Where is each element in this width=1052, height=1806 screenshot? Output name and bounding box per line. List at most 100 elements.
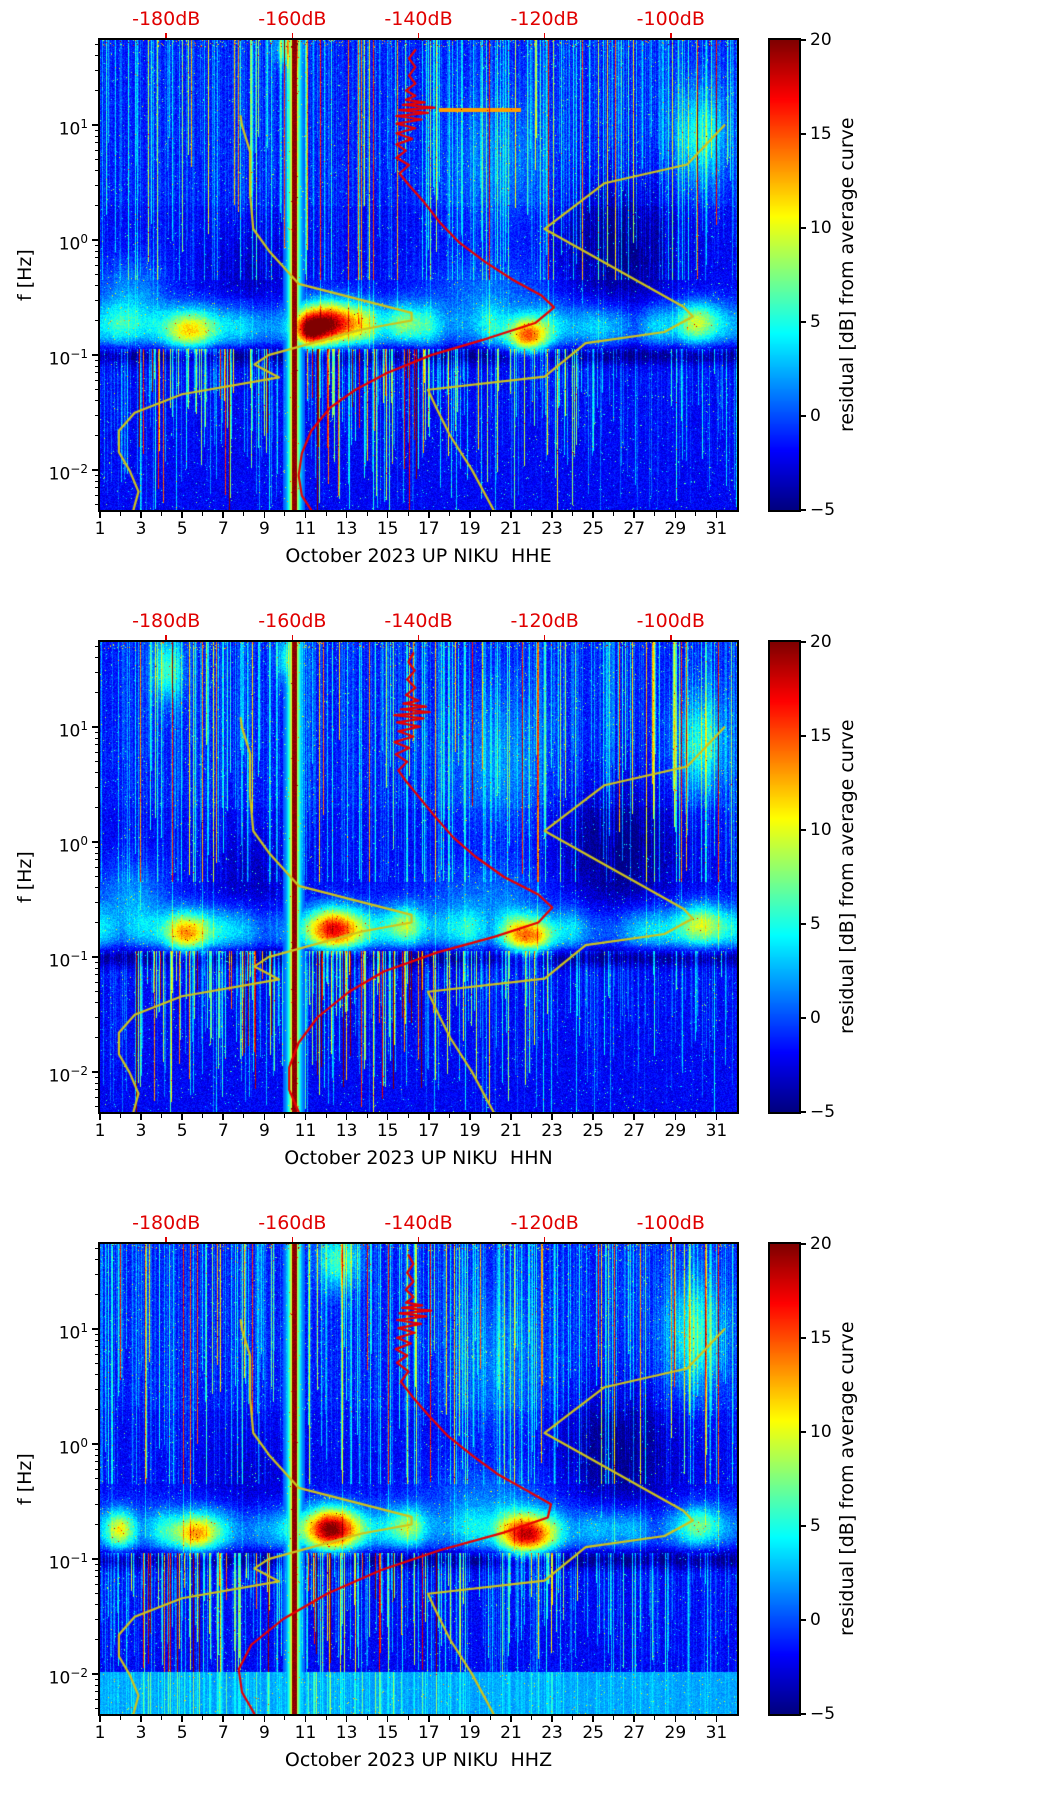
x-tick-label: 1 (94, 1723, 106, 1743)
y-minor-tick-mark (95, 44, 99, 46)
top-axis-tick-mark (417, 1237, 420, 1242)
x-minor-tick-mark (695, 1716, 697, 1720)
x-tick-label: 31 (705, 1723, 728, 1743)
x-minor-tick-mark (531, 512, 533, 516)
plot-area (98, 640, 739, 1114)
x-minor-tick-mark (654, 1114, 656, 1118)
top-axis-tick-label: -120dB (510, 610, 579, 632)
y-minor-tick-mark (95, 495, 99, 497)
x-minor-tick-mark (695, 512, 697, 516)
y-minor-tick-mark (95, 389, 99, 391)
y-minor-tick-mark (95, 1461, 99, 1463)
y-minor-tick-mark (95, 991, 99, 993)
y-minor-tick-mark (95, 1691, 99, 1693)
x-tick-label: 23 (541, 1723, 563, 1743)
x-tick-mark (674, 1716, 677, 1722)
y-axis-label: f [Hz] (14, 249, 36, 301)
y-tick-label: 10−2 (48, 462, 88, 485)
colorbar-tick-label: 0 (810, 406, 821, 426)
x-tick-label: 1 (94, 519, 106, 539)
colorbar-tick-label: 10 (810, 820, 832, 840)
y-minor-tick-mark (95, 1448, 99, 1450)
x-tick-mark (715, 1114, 718, 1120)
y-minor-tick-mark (95, 257, 99, 259)
x-tick-label: 27 (623, 1121, 646, 1141)
y-minor-tick-mark (95, 435, 99, 436)
y-minor-tick-mark (95, 365, 99, 367)
y-minor-tick-mark (95, 184, 99, 186)
y-minor-tick-mark (95, 887, 99, 889)
x-tick-mark (551, 1114, 553, 1120)
x-axis-label: October 2023 UP NIKU HHN (284, 1147, 553, 1169)
top-axis-tick-mark (669, 1237, 672, 1242)
top-axis-tick-label: -100dB (636, 8, 705, 30)
x-axis-label: October 2023 UP NIKU HHZ (284, 1749, 553, 1771)
x-minor-tick-mark (202, 512, 204, 516)
x-minor-tick-mark (284, 1716, 286, 1720)
x-tick-label: 21 (500, 519, 522, 539)
y-tick-label: 100 (58, 834, 88, 857)
x-tick-mark (140, 512, 142, 518)
spectrogram-panel-hhe: f [Hz] residual [dB] from average curve … (0, 0, 1052, 602)
x-minor-tick-mark (202, 1716, 204, 1720)
colorbar-tick-mark (801, 1017, 806, 1019)
y-minor-tick-mark (95, 170, 99, 172)
spectrogram-heatmap-canvas (100, 40, 737, 510)
x-tick-label: 17 (417, 519, 440, 539)
x-tick-label: 7 (217, 1121, 229, 1141)
x-tick-mark (715, 1716, 718, 1722)
x-minor-tick-mark (489, 1716, 491, 1720)
colorbar-tick-label: 5 (810, 312, 821, 332)
y-minor-tick-mark (95, 1294, 99, 1296)
x-tick-mark (222, 512, 225, 518)
x-minor-tick-mark (448, 512, 450, 516)
x-tick-label: 27 (623, 519, 646, 539)
y-minor-tick-mark (95, 922, 99, 923)
y-minor-tick-mark (95, 1576, 99, 1578)
x-tick-label: 5 (176, 1723, 188, 1743)
top-axis-tick-label: -100dB (636, 1212, 705, 1234)
top-axis-tick-label: -160dB (258, 8, 327, 30)
top-axis-tick-mark (417, 635, 420, 640)
x-minor-tick-mark (284, 1114, 286, 1118)
y-axis-label: f [Hz] (14, 1453, 36, 1505)
spectrogram-heatmap-canvas (100, 1244, 737, 1714)
x-minor-tick-mark (161, 512, 163, 516)
y-minor-tick-mark (95, 135, 99, 137)
x-tick-label: 11 (294, 1723, 317, 1743)
x-minor-tick-mark (243, 512, 245, 516)
y-minor-tick-mark (95, 859, 99, 861)
x-minor-tick-mark (284, 512, 286, 516)
x-tick-label: 3 (135, 519, 147, 539)
x-minor-tick-mark (613, 512, 615, 516)
x-tick-mark (181, 1114, 183, 1120)
colorbar-tick-mark (801, 1525, 806, 1527)
x-minor-tick-mark (407, 1716, 409, 1720)
y-minor-tick-mark (95, 1363, 99, 1365)
x-minor-tick-mark (161, 1716, 163, 1720)
colorbar-tick-label: 5 (810, 1516, 821, 1536)
y-minor-tick-mark (95, 1259, 99, 1261)
top-axis-tick-label: -180dB (132, 8, 201, 30)
x-minor-tick-mark (613, 1114, 615, 1118)
x-tick-mark (592, 512, 594, 518)
x-tick-label: 27 (623, 1723, 646, 1743)
x-tick-label: 13 (335, 1723, 358, 1743)
x-minor-tick-mark (120, 1716, 122, 1720)
x-tick-mark (427, 1716, 430, 1722)
y-minor-tick-mark (95, 250, 99, 252)
x-minor-tick-mark (120, 512, 122, 516)
x-tick-mark (386, 1114, 389, 1120)
y-minor-tick-mark (95, 772, 99, 774)
colorbar-label: residual [dB] from average curve (836, 719, 858, 1035)
y-minor-tick-mark (95, 982, 99, 984)
y-minor-tick-mark (95, 1489, 99, 1491)
colorbar-tick-label: −5 (810, 500, 836, 520)
y-minor-tick-mark (95, 1584, 99, 1586)
colorbar-tick-mark (801, 641, 806, 643)
y-minor-tick-mark (95, 657, 99, 659)
y-minor-tick-mark (95, 1469, 99, 1471)
x-minor-tick-mark (120, 1114, 122, 1118)
y-tick-label: 100 (58, 1436, 88, 1459)
y-minor-tick-mark (95, 692, 99, 694)
